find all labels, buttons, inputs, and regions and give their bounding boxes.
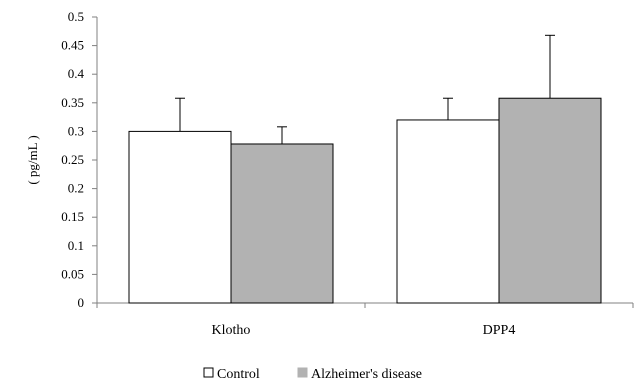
x-category-label: DPP4 <box>483 323 516 338</box>
y-axis-label: ( pg/mL ) <box>25 135 40 184</box>
y-tick-label: 0.3 <box>68 123 84 138</box>
y-tick-label: 0.25 <box>61 152 84 167</box>
error-bar <box>443 97 453 120</box>
y-tick-label: 0.45 <box>61 38 84 53</box>
y-tick-label: 0.1 <box>68 238 84 253</box>
legend-swatch <box>203 367 214 378</box>
error-bar <box>175 97 185 132</box>
y-tick-label: 0.35 <box>61 95 84 110</box>
x-axis: Klotho DPP4 <box>96 302 634 338</box>
legend-label: Control <box>217 367 260 382</box>
error-bar <box>545 34 555 99</box>
error-bars <box>175 34 555 144</box>
error-bar <box>277 126 287 144</box>
bar-dpp4-alzheimers <box>498 97 602 304</box>
bar-klotho-alzheimers <box>230 143 334 304</box>
y-tick-label: 0.05 <box>61 266 84 281</box>
y-tick-label: 0.2 <box>68 181 84 196</box>
y-axis: 0 0.05 0.1 0.15 0.2 0.25 0.3 0.35 0.4 0.45 0.5 <box>61 9 98 310</box>
bar-klotho-control <box>128 130 232 304</box>
y-tick-label: 0 <box>78 295 85 310</box>
legend: Control Alzheimer's disease <box>203 367 422 382</box>
bar-dpp4-control <box>396 119 500 304</box>
bars <box>128 97 602 304</box>
y-tick-label: 0.4 <box>68 66 85 81</box>
legend-swatch <box>297 367 308 378</box>
legend-label: Alzheimer's disease <box>311 367 422 382</box>
x-category-label: Klotho <box>212 323 251 338</box>
y-tick-label: 0.5 <box>68 9 84 24</box>
y-tick-label: 0.15 <box>61 209 84 224</box>
